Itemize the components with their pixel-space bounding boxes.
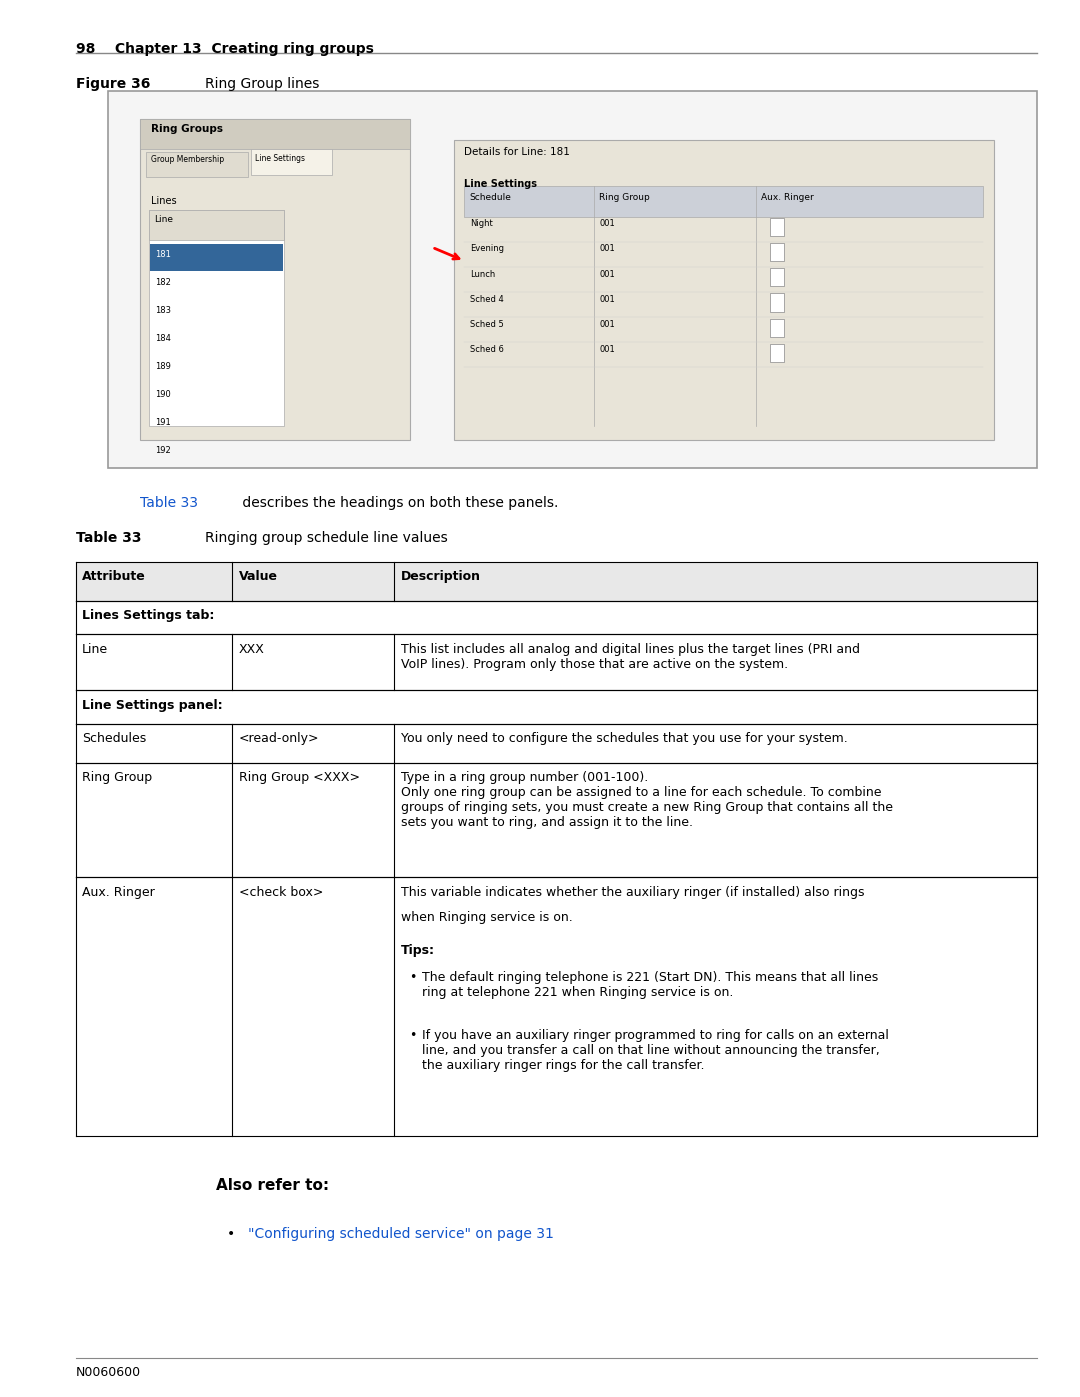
- Bar: [76, 634, 1037, 690]
- Text: The default ringing telephone is 221 (Start DN). This means that all lines
ring : The default ringing telephone is 221 (St…: [422, 971, 878, 999]
- Bar: [140, 119, 410, 440]
- Text: This variable indicates whether the auxiliary ringer (if installed) also rings: This variable indicates whether the auxi…: [401, 886, 864, 898]
- Text: 189: 189: [156, 362, 172, 370]
- Bar: [108, 91, 1037, 468]
- Text: You only need to configure the schedules that you use for your system.: You only need to configure the schedules…: [401, 732, 848, 745]
- Text: N0060600: N0060600: [76, 1366, 140, 1379]
- Text: Aux. Ringer: Aux. Ringer: [761, 193, 814, 201]
- Text: 001: 001: [599, 345, 616, 353]
- Text: 001: 001: [599, 270, 616, 278]
- Bar: [76, 763, 1037, 877]
- Text: 184: 184: [156, 334, 172, 342]
- Text: Ring Group <XXX>: Ring Group <XXX>: [239, 771, 360, 784]
- Bar: [770, 268, 784, 286]
- Bar: [149, 210, 284, 240]
- Bar: [150, 244, 283, 271]
- Bar: [770, 243, 784, 261]
- Text: Schedule: Schedule: [470, 193, 512, 201]
- Text: Ring Group: Ring Group: [82, 771, 152, 784]
- Text: 190: 190: [156, 390, 172, 398]
- Bar: [76, 690, 1037, 724]
- Text: when Ringing service is on.: when Ringing service is on.: [401, 911, 572, 923]
- Text: Description: Description: [401, 570, 481, 583]
- Text: Lines Settings tab:: Lines Settings tab:: [82, 609, 215, 622]
- Text: 183: 183: [156, 306, 172, 314]
- Text: Also refer to:: Also refer to:: [216, 1178, 329, 1193]
- Text: Line Settings: Line Settings: [464, 179, 538, 189]
- Text: Type in a ring group number (001-100).
Only one ring group can be assigned to a : Type in a ring group number (001-100). O…: [401, 771, 893, 830]
- Text: •: •: [409, 971, 417, 985]
- Text: Sched 5: Sched 5: [470, 320, 503, 328]
- Text: Ringing group schedule line values: Ringing group schedule line values: [205, 531, 448, 545]
- Text: •: •: [227, 1227, 235, 1241]
- Bar: [770, 319, 784, 337]
- Text: XXX: XXX: [239, 643, 265, 655]
- Text: Night: Night: [470, 219, 492, 228]
- Text: 192: 192: [156, 446, 172, 454]
- Bar: [251, 149, 332, 175]
- Text: 001: 001: [599, 244, 616, 253]
- Text: Ring Group: Ring Group: [599, 193, 650, 201]
- Text: 191: 191: [156, 418, 172, 426]
- Text: "Configuring scheduled service" on page 31: "Configuring scheduled service" on page …: [248, 1227, 554, 1241]
- Text: 001: 001: [599, 219, 616, 228]
- Text: 182: 182: [156, 278, 172, 286]
- Text: Aux. Ringer: Aux. Ringer: [82, 886, 154, 898]
- Text: Ring Groups: Ring Groups: [151, 124, 224, 134]
- Text: Lines: Lines: [151, 196, 177, 205]
- Bar: [76, 877, 1037, 1136]
- Text: Lunch: Lunch: [470, 270, 495, 278]
- Text: Details for Line: 181: Details for Line: 181: [464, 147, 570, 156]
- Bar: [76, 724, 1037, 763]
- Text: Line Settings panel:: Line Settings panel:: [82, 698, 222, 711]
- Text: Group Membership: Group Membership: [151, 155, 225, 163]
- Text: Line: Line: [82, 643, 108, 655]
- Text: 001: 001: [599, 320, 616, 328]
- Text: Evening: Evening: [470, 244, 503, 253]
- Text: •: •: [409, 1030, 417, 1042]
- Text: 98    Chapter 13  Creating ring groups: 98 Chapter 13 Creating ring groups: [76, 42, 374, 56]
- Bar: [770, 218, 784, 236]
- Text: This list includes all analog and digital lines plus the target lines (PRI and
V: This list includes all analog and digita…: [401, 643, 860, 671]
- Bar: [76, 601, 1037, 634]
- Text: <read-only>: <read-only>: [239, 732, 320, 745]
- Text: <check box>: <check box>: [239, 886, 323, 898]
- Text: Line: Line: [154, 215, 174, 224]
- Bar: [454, 140, 994, 440]
- Text: describes the headings on both these panels.: describes the headings on both these pan…: [238, 496, 558, 510]
- Text: Attribute: Attribute: [82, 570, 146, 583]
- Bar: [140, 119, 410, 149]
- Text: Ring Group lines: Ring Group lines: [205, 77, 320, 91]
- Text: 181: 181: [156, 250, 172, 258]
- Text: Tips:: Tips:: [401, 943, 434, 957]
- Bar: [76, 562, 1037, 601]
- Text: If you have an auxiliary ringer programmed to ring for calls on an external
line: If you have an auxiliary ringer programm…: [422, 1030, 889, 1071]
- Text: Table 33: Table 33: [76, 531, 141, 545]
- Text: Sched 6: Sched 6: [470, 345, 503, 353]
- Text: Value: Value: [239, 570, 278, 583]
- Bar: [149, 210, 284, 426]
- Bar: [770, 344, 784, 362]
- Bar: [146, 152, 248, 177]
- Bar: [770, 293, 784, 312]
- Bar: [464, 186, 983, 217]
- Text: Table 33: Table 33: [140, 496, 199, 510]
- Text: Line Settings: Line Settings: [255, 154, 305, 162]
- Text: 001: 001: [599, 295, 616, 303]
- Text: Schedules: Schedules: [82, 732, 146, 745]
- Text: Sched 4: Sched 4: [470, 295, 503, 303]
- Text: Figure 36: Figure 36: [76, 77, 150, 91]
